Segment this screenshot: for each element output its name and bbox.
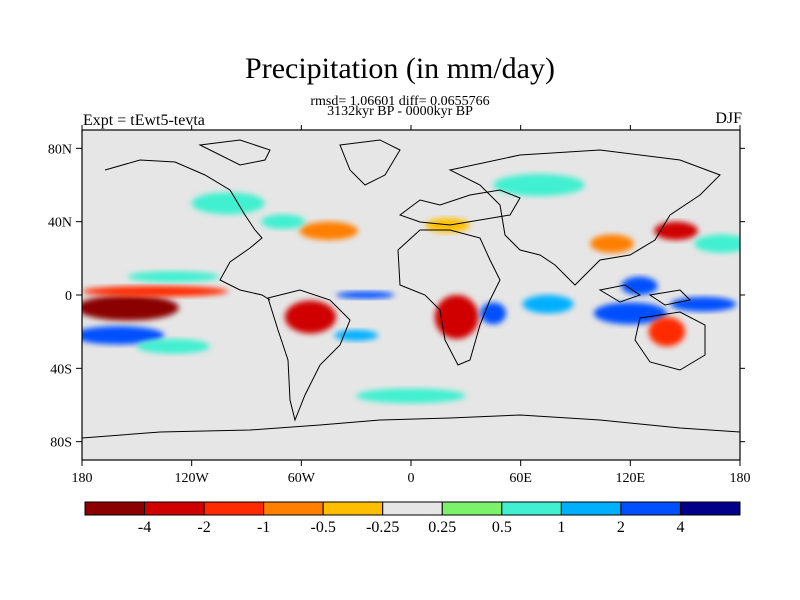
x-tick-label: 180 [72, 471, 93, 486]
anomaly-indian-ocean-wet [522, 295, 574, 314]
anomaly-central-pacific-wet [127, 271, 220, 283]
x-tick-label: 120E [616, 471, 646, 486]
anomaly-north-atlantic-dry [299, 221, 358, 240]
coastlines [82, 139, 740, 439]
season-label: DJF [715, 110, 742, 127]
anomaly-southern-ocean-moist [356, 388, 466, 404]
colorbar-label: 0.5 [492, 519, 512, 536]
anomaly-kuroshio-dry [654, 221, 698, 240]
anomaly-mediterranean-dry [425, 218, 470, 233]
colorbar-swatch [679, 501, 741, 516]
anomaly-east-asia-dry [590, 234, 634, 253]
anomaly-africa-dry [434, 295, 479, 339]
anomaly-spcz-wet [82, 326, 165, 345]
anomaly-australia-dry [648, 317, 686, 347]
anomaly-south-pacific-moist [136, 339, 210, 354]
colorbar-swatch [322, 501, 384, 516]
colorbar-label: -2 [197, 519, 210, 536]
anomaly-atlantic-itcz-wet [336, 291, 395, 299]
anomaly-south-atlantic-wet [334, 329, 379, 341]
colorbar-label: -0.5 [311, 519, 336, 536]
colorbar-label: 4 [676, 519, 684, 536]
anomaly-central-pacific-dry [82, 295, 179, 321]
colorbar-label: 2 [617, 519, 625, 536]
anomaly-gulf-stream-wet [261, 214, 305, 230]
colorbar-label: 1 [557, 519, 565, 536]
anomaly-east-pacific-dry-band [82, 285, 229, 297]
colorbar-swatch [263, 501, 324, 516]
anomaly-field [82, 174, 740, 404]
x-tick-label: 60E [509, 471, 532, 486]
axes: 180 120W 60W 0 60E 120E 180 80N 40N 0 40S 80S [48, 125, 751, 486]
colorbar: -4 -2 -1 -0.5 -0.25 0.25 0.5 1 2 4 [84, 501, 741, 536]
x-tick-label: 120W [175, 471, 210, 486]
stats-subtitle: rmsd= 1.06601 diff= 0.0655766 [310, 94, 490, 109]
colorbar-label: 0.25 [428, 519, 456, 536]
experiment-label: Expt = tEwt5-tevta [83, 112, 205, 129]
x-tick-label: 0 [408, 471, 415, 486]
colorbar-label: -0.25 [366, 519, 399, 536]
colorbar-swatch [441, 501, 503, 516]
chart-title: Precipitation (in mm/day) [245, 52, 555, 85]
colorbar-swatch [144, 501, 205, 516]
anomaly-amazon-dry [284, 300, 337, 334]
anomaly-west-pacific-wet [670, 296, 737, 312]
y-tick-label: 40N [48, 216, 72, 231]
anomaly-north-america-moist [191, 192, 265, 215]
y-tick-label: 0 [65, 289, 72, 304]
colorbar-label: -1 [257, 519, 270, 536]
x-tick-label: 60W [288, 471, 316, 486]
period-subtitle: 3132kyr BP - 0000kyr BP [327, 104, 473, 119]
colorbar-swatch [203, 501, 265, 516]
colorbar-swatch [620, 501, 681, 516]
colorbar-swatch [382, 501, 443, 516]
anomaly-eurasia-moist [493, 174, 585, 196]
anomaly-maritime-continent-wet [593, 302, 667, 325]
y-tick-label: 80S [50, 436, 72, 451]
colorbar-swatch [84, 501, 146, 516]
anomaly-warm-pool-wet [621, 276, 658, 296]
y-tick-label: 80N [48, 142, 72, 157]
colorbar-swatch [501, 501, 562, 516]
x-tick-label: 180 [730, 471, 751, 486]
y-tick-label: 40S [50, 362, 72, 377]
colorbar-label: -4 [138, 519, 151, 536]
anomaly-north-pacific-wet [694, 234, 740, 253]
colorbar-swatch [560, 501, 622, 516]
